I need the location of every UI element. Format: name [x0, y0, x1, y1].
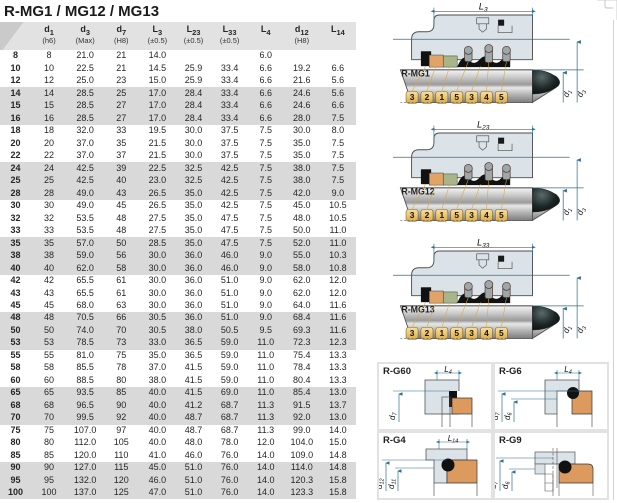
- svg-text:d6: d6: [501, 481, 512, 489]
- svg-text:R-G6: R-G6: [499, 366, 522, 377]
- svg-text:R-G4: R-G4: [383, 435, 406, 446]
- svg-text:d7: d7: [495, 481, 500, 489]
- svg-text:4: 4: [484, 92, 489, 102]
- svg-text:5: 5: [499, 92, 504, 102]
- svg-text:2: 2: [425, 92, 430, 102]
- svg-text:1: 1: [439, 92, 444, 102]
- svg-text:5: 5: [454, 210, 459, 220]
- svg-text:d7: d7: [495, 412, 502, 420]
- svg-text:d3: d3: [574, 205, 588, 217]
- svg-text:R-MG12: R-MG12: [401, 186, 434, 196]
- svg-text:R-G9: R-G9: [499, 435, 522, 446]
- svg-text:d6: d6: [503, 412, 514, 420]
- svg-text:5: 5: [499, 328, 504, 338]
- svg-text:3: 3: [410, 92, 415, 102]
- svg-text:d1: d1: [560, 206, 574, 218]
- svg-text:d7: d7: [388, 412, 399, 420]
- svg-text:L14: L14: [448, 434, 459, 445]
- svg-text:3: 3: [410, 210, 415, 220]
- svg-text:d11: d11: [387, 479, 398, 489]
- svg-text:R-MG13: R-MG13: [401, 304, 434, 314]
- svg-text:R-MG1: R-MG1: [401, 68, 430, 78]
- svg-text:3: 3: [469, 328, 474, 338]
- svg-text:L4: L4: [564, 365, 572, 376]
- svg-text:5: 5: [499, 210, 504, 220]
- svg-text:L4: L4: [444, 365, 452, 376]
- svg-text:4: 4: [484, 210, 489, 220]
- svg-text:1: 1: [439, 328, 444, 338]
- svg-text:d1: d1: [560, 88, 574, 100]
- svg-text:5: 5: [454, 92, 459, 102]
- svg-text:1: 1: [439, 210, 444, 220]
- svg-text:2: 2: [425, 328, 430, 338]
- svg-text:2: 2: [425, 210, 430, 220]
- svg-text:3: 3: [410, 328, 415, 338]
- svg-text:d3: d3: [574, 87, 588, 99]
- svg-text:d3: d3: [574, 323, 588, 335]
- svg-text:d12: d12: [379, 478, 386, 489]
- svg-text:d1: d1: [560, 324, 574, 336]
- svg-text:R-G60: R-G60: [383, 366, 411, 377]
- svg-text:3: 3: [469, 92, 474, 102]
- svg-text:3: 3: [469, 210, 474, 220]
- svg-text:4: 4: [484, 328, 489, 338]
- svg-text:5: 5: [454, 328, 459, 338]
